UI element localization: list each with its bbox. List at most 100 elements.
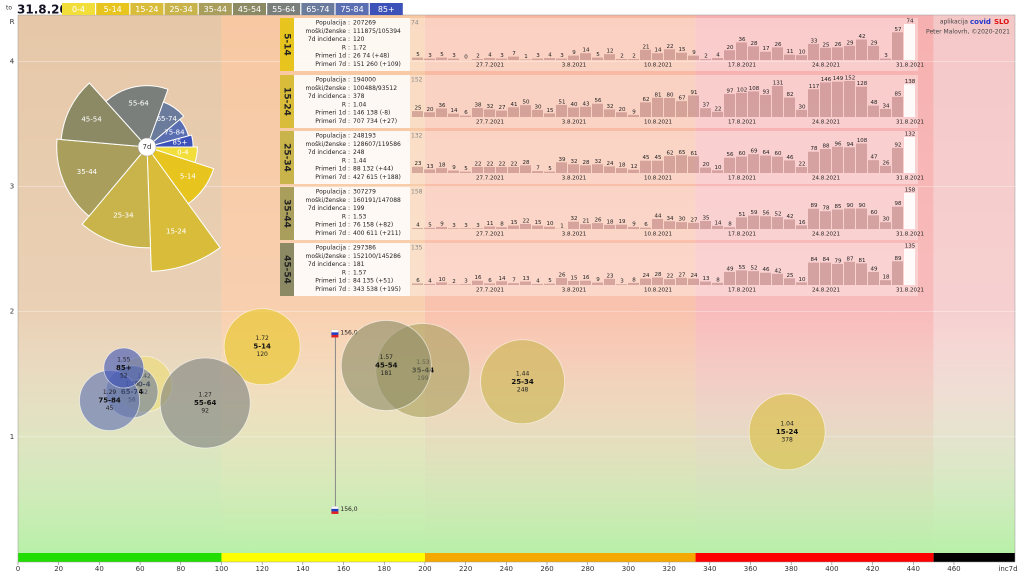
- panel-date: 31.8.2021: [896, 120, 924, 126]
- plot: 156,0156,01.420-4621.725-141201.0415-243…: [56, 82, 826, 514]
- daily-value: 26: [883, 160, 890, 166]
- daily-bar: [652, 277, 663, 285]
- stat-label: Primeri 7d :: [315, 230, 350, 237]
- daily-value: 3: [536, 53, 540, 59]
- daily-value: 15: [535, 220, 542, 226]
- daily-value: 4: [548, 53, 552, 59]
- credit-app: aplikacija: [940, 19, 968, 26]
- flag: [331, 329, 339, 333]
- daily-value: 16: [475, 275, 482, 281]
- daily-value: 9: [596, 277, 600, 283]
- daily-value: 3: [884, 53, 888, 59]
- bubble: [103, 347, 145, 389]
- daily-bar: [784, 219, 795, 229]
- daily-bar: [580, 106, 591, 117]
- daily-bar: [772, 85, 783, 117]
- panel-stats-bg: [294, 75, 410, 128]
- daily-bar: [640, 102, 651, 117]
- daily-value: 15: [547, 108, 554, 114]
- daily-value: 22: [667, 44, 674, 50]
- stat-label: Primeri 1d :: [315, 110, 350, 117]
- legend-swatch: [233, 3, 266, 15]
- daily-value: 61: [691, 151, 698, 157]
- stat-value: 111875/105394: [353, 28, 401, 35]
- daily-value: 25: [823, 42, 830, 48]
- bubble-inc: 92: [201, 408, 209, 415]
- daily-value: 3: [560, 53, 564, 59]
- daily-bar: [760, 51, 771, 60]
- daily-bar: [700, 108, 711, 117]
- daily-bar: [772, 217, 783, 229]
- daily-value: 21: [643, 44, 650, 50]
- x-tick-label: 40: [95, 565, 104, 573]
- daily-bar: [736, 217, 747, 229]
- panel-date: 3.8.2021: [562, 288, 587, 294]
- daily-value: 46: [763, 267, 770, 273]
- daily-value: 5: [548, 278, 552, 284]
- daily-value: 22: [511, 162, 518, 168]
- daily-value: 102: [737, 87, 748, 93]
- stat-value: 26 74 (+48): [353, 53, 389, 60]
- legend-label: 25-34: [169, 5, 192, 14]
- daily-bar: [652, 53, 663, 60]
- daily-bar: [748, 271, 759, 285]
- daily-value: 3: [452, 53, 456, 59]
- daily-value: 1: [524, 54, 528, 60]
- panel-tab: [280, 75, 294, 128]
- x-tick-label: 240: [500, 565, 513, 573]
- stat-label: Primeri 1d :: [315, 278, 350, 285]
- daily-bar: [508, 56, 519, 60]
- daily-bar: [640, 227, 651, 229]
- daily-value: 24: [691, 273, 698, 279]
- daily-value: 3: [464, 279, 468, 285]
- daily-value: 56: [763, 211, 770, 217]
- y-axis-label: R: [10, 18, 15, 26]
- daily-value: 149: [833, 76, 844, 82]
- daily-value: 22: [667, 274, 674, 280]
- daily-bar: [784, 97, 795, 117]
- legend-label: 5-14: [104, 5, 122, 14]
- panel-date: 31.8.2021: [896, 232, 924, 238]
- daily-bar: [520, 223, 531, 229]
- daily-bar: [664, 279, 675, 285]
- daily-bar: [892, 147, 903, 173]
- bubble-inc: 181: [381, 370, 393, 377]
- daily-bar: [568, 281, 579, 285]
- daily-value: 89: [811, 203, 818, 209]
- daily-bar: [496, 110, 507, 117]
- daily-value: 29: [847, 40, 854, 46]
- panel-date: 27.7.2021: [476, 176, 504, 182]
- daily-value: 152: [845, 76, 856, 82]
- stat-value: 427 615 (+188): [353, 174, 401, 181]
- daily-bar: [844, 45, 855, 60]
- credit-app-a: covid: [970, 18, 991, 26]
- daily-value: 131: [773, 80, 784, 86]
- flag: [331, 508, 339, 512]
- daily-value: 146: [821, 77, 832, 83]
- daily-bar: [856, 263, 867, 285]
- daily-bar: [592, 282, 603, 285]
- daily-value: 138: [905, 79, 916, 85]
- daily-bar: [748, 46, 759, 60]
- daily-value: 24: [607, 161, 614, 167]
- rose-label: 25-34: [113, 212, 134, 220]
- bubble-name: 5-14: [253, 343, 271, 351]
- daily-bar: [532, 225, 543, 229]
- daily-bar: [448, 113, 459, 117]
- daily-bar: [496, 281, 507, 285]
- daily-value: 3: [476, 223, 480, 229]
- daily-bar: [520, 105, 531, 117]
- daily-bar: [880, 58, 891, 60]
- daily-value: 56: [727, 152, 734, 158]
- daily-value: 4: [716, 53, 720, 59]
- stat-value: 297386: [353, 245, 376, 252]
- daily-bar: [436, 168, 447, 173]
- daily-bar: [676, 222, 687, 229]
- daily-value: 29: [871, 40, 878, 46]
- panel-group: 25-34: [282, 143, 292, 172]
- daily-value: 18: [883, 275, 890, 281]
- daily-bar: [844, 147, 855, 173]
- panel-max: 74: [411, 20, 419, 27]
- daily-value: 34: [667, 216, 674, 222]
- daily-value: 64: [763, 150, 770, 156]
